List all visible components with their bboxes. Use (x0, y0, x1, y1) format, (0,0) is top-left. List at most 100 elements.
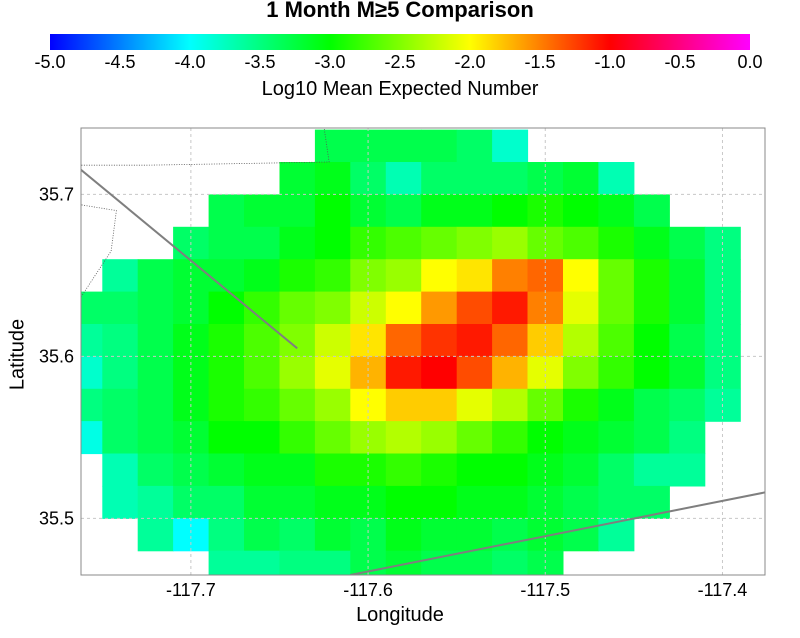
heatmap-cell (492, 421, 529, 455)
heatmap-cell (102, 453, 139, 487)
heatmap-cell (81, 356, 103, 390)
heatmap-cell (102, 291, 139, 325)
heatmap-cell (563, 421, 599, 455)
heatmap-cell (208, 388, 245, 422)
heatmap-cell (563, 194, 599, 228)
heatmap-cell (669, 259, 706, 293)
colorbar-tick-label: -3.0 (314, 52, 346, 72)
heatmap-cell (527, 421, 564, 455)
heatmap-cell (244, 518, 280, 552)
heatmap-cell (492, 550, 529, 575)
heatmap-cell (350, 356, 387, 390)
colorbar-tick-label: -1.0 (594, 52, 626, 72)
heatmap-cell (385, 421, 422, 455)
heatmap-cell (456, 259, 493, 293)
heatmap-cell (669, 453, 706, 487)
heatmap-cell (492, 259, 529, 293)
colorbar-tick-label: -5.0 (34, 52, 66, 72)
heatmap-cell (669, 421, 706, 455)
colorbar-tick-label: 0.0 (737, 52, 763, 72)
heatmap-cell (279, 162, 316, 195)
heatmap-cell (102, 259, 139, 293)
heatmap-cell (633, 453, 670, 487)
heatmap-cell (314, 291, 351, 325)
heatmap-cell (81, 421, 103, 455)
colorbar-tick-label: -4.5 (104, 52, 136, 72)
heatmap-cell (314, 162, 351, 195)
heatmap-cell (137, 324, 174, 357)
event-marker (402, 89, 412, 99)
heatmap-cell (563, 356, 599, 390)
colorbar-tick-label: -3.5 (244, 52, 276, 72)
heatmap-cell (314, 453, 351, 487)
heatmap-cell (314, 259, 351, 293)
heatmap-cell (244, 388, 280, 422)
heatmap-cell (633, 356, 670, 390)
x-tick-label: -117.4 (698, 580, 748, 600)
heatmap-cell (314, 550, 351, 575)
heatmap-cell (81, 291, 103, 325)
heatmap-cell (385, 388, 422, 422)
heatmap-cell (456, 518, 493, 552)
heatmap-cell (279, 518, 316, 552)
heatmap-cell (102, 388, 139, 422)
y-axis-label: Latitude (6, 318, 29, 391)
heatmap-cell (137, 291, 174, 325)
heatmap-cell (350, 259, 387, 293)
fault-line (350, 491, 765, 575)
heatmap-cell (492, 485, 529, 519)
heatmap-cell (598, 518, 635, 552)
heatmap-cell (421, 194, 458, 228)
heatmap-cell (598, 421, 635, 455)
plot-frame (80, 127, 766, 576)
y-tick-label: 35.6 (39, 346, 74, 366)
heatmap-cell (598, 485, 635, 519)
heatmap-cell (81, 324, 103, 357)
colorbar-tick-label: -2.0 (454, 52, 486, 72)
heatmap-cell (314, 518, 351, 552)
heatmap-cell (421, 453, 458, 487)
heatmap-cell (563, 388, 599, 422)
heatmap-cell (633, 194, 670, 228)
heatmap-cell (137, 356, 174, 390)
heatmap-cell (492, 194, 529, 228)
fault-line (58, 65, 83, 106)
heatmap-cell (137, 485, 174, 519)
heatmap-cell (244, 421, 280, 455)
heatmap-cell (598, 291, 635, 325)
fault-line (81, 168, 298, 350)
heatmap-cell (244, 550, 280, 575)
plot-area (58, 65, 765, 575)
heatmap-cell (421, 388, 458, 422)
colorbar-tick-label: -0.5 (664, 52, 696, 72)
heatmap-cell (350, 518, 387, 552)
heatmap-cell (385, 518, 422, 552)
heatmap-cell (279, 194, 316, 228)
heatmap-cell (350, 194, 387, 228)
heatmap-cell (208, 324, 245, 357)
x-axis-label: Longitude (356, 604, 444, 626)
colorbar-gradient (50, 34, 750, 50)
heatmap-cell (633, 388, 670, 422)
heatmap-cell (563, 453, 599, 487)
heatmap-cell (527, 356, 564, 390)
heatmap-cell (669, 388, 706, 422)
heatmap-cell (81, 388, 103, 422)
heatmap-cell (633, 324, 670, 357)
heatmap-cell (492, 226, 529, 260)
heatmap-cell (704, 259, 741, 293)
colorbar-tick-label: -4.0 (174, 52, 206, 72)
heatmap-cell (456, 453, 493, 487)
heatmap-cell (244, 226, 280, 260)
heatmap-cell (173, 356, 210, 390)
heatmap-cell (492, 453, 529, 487)
heatmap-cell (563, 518, 599, 552)
heatmap-cell (244, 194, 280, 228)
boundary-line (81, 204, 117, 298)
heatmap-cell (314, 324, 351, 357)
heatmap-cell (385, 291, 422, 325)
heatmap-cell (563, 226, 599, 260)
heatmap-cell (244, 356, 280, 390)
colorbar-tick-label: -1.5 (524, 52, 556, 72)
heatmap-cell (137, 388, 174, 422)
